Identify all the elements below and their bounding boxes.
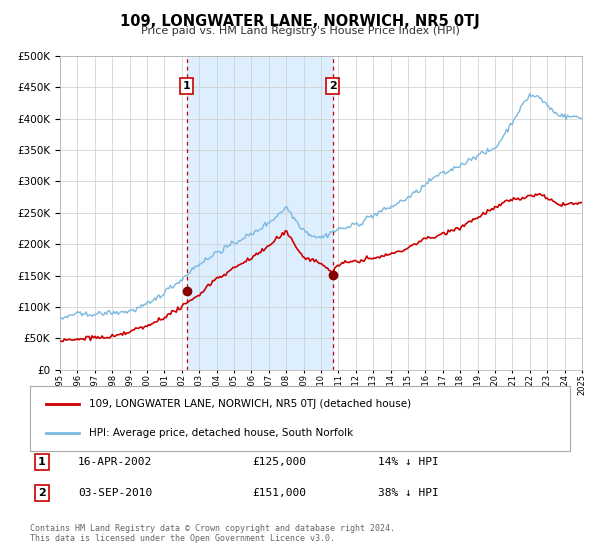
Text: 16-APR-2002: 16-APR-2002 xyxy=(78,457,152,467)
Bar xyxy=(187,56,332,370)
Text: 14% ↓ HPI: 14% ↓ HPI xyxy=(378,457,439,467)
Text: 2: 2 xyxy=(38,488,46,498)
Text: 109, LONGWATER LANE, NORWICH, NR5 0TJ (detached house): 109, LONGWATER LANE, NORWICH, NR5 0TJ (d… xyxy=(89,399,412,409)
Text: HPI: Average price, detached house, South Norfolk: HPI: Average price, detached house, Sout… xyxy=(89,428,353,438)
Text: £125,000: £125,000 xyxy=(252,457,306,467)
Text: 1: 1 xyxy=(38,457,46,467)
Text: 38% ↓ HPI: 38% ↓ HPI xyxy=(378,488,439,498)
Text: 03-SEP-2010: 03-SEP-2010 xyxy=(78,488,152,498)
Text: 1: 1 xyxy=(183,81,191,91)
Text: 109, LONGWATER LANE, NORWICH, NR5 0TJ: 109, LONGWATER LANE, NORWICH, NR5 0TJ xyxy=(120,14,480,29)
Text: 2: 2 xyxy=(329,81,337,91)
Text: Contains HM Land Registry data © Crown copyright and database right 2024.
This d: Contains HM Land Registry data © Crown c… xyxy=(30,524,395,543)
Text: £151,000: £151,000 xyxy=(252,488,306,498)
Text: Price paid vs. HM Land Registry's House Price Index (HPI): Price paid vs. HM Land Registry's House … xyxy=(140,26,460,36)
